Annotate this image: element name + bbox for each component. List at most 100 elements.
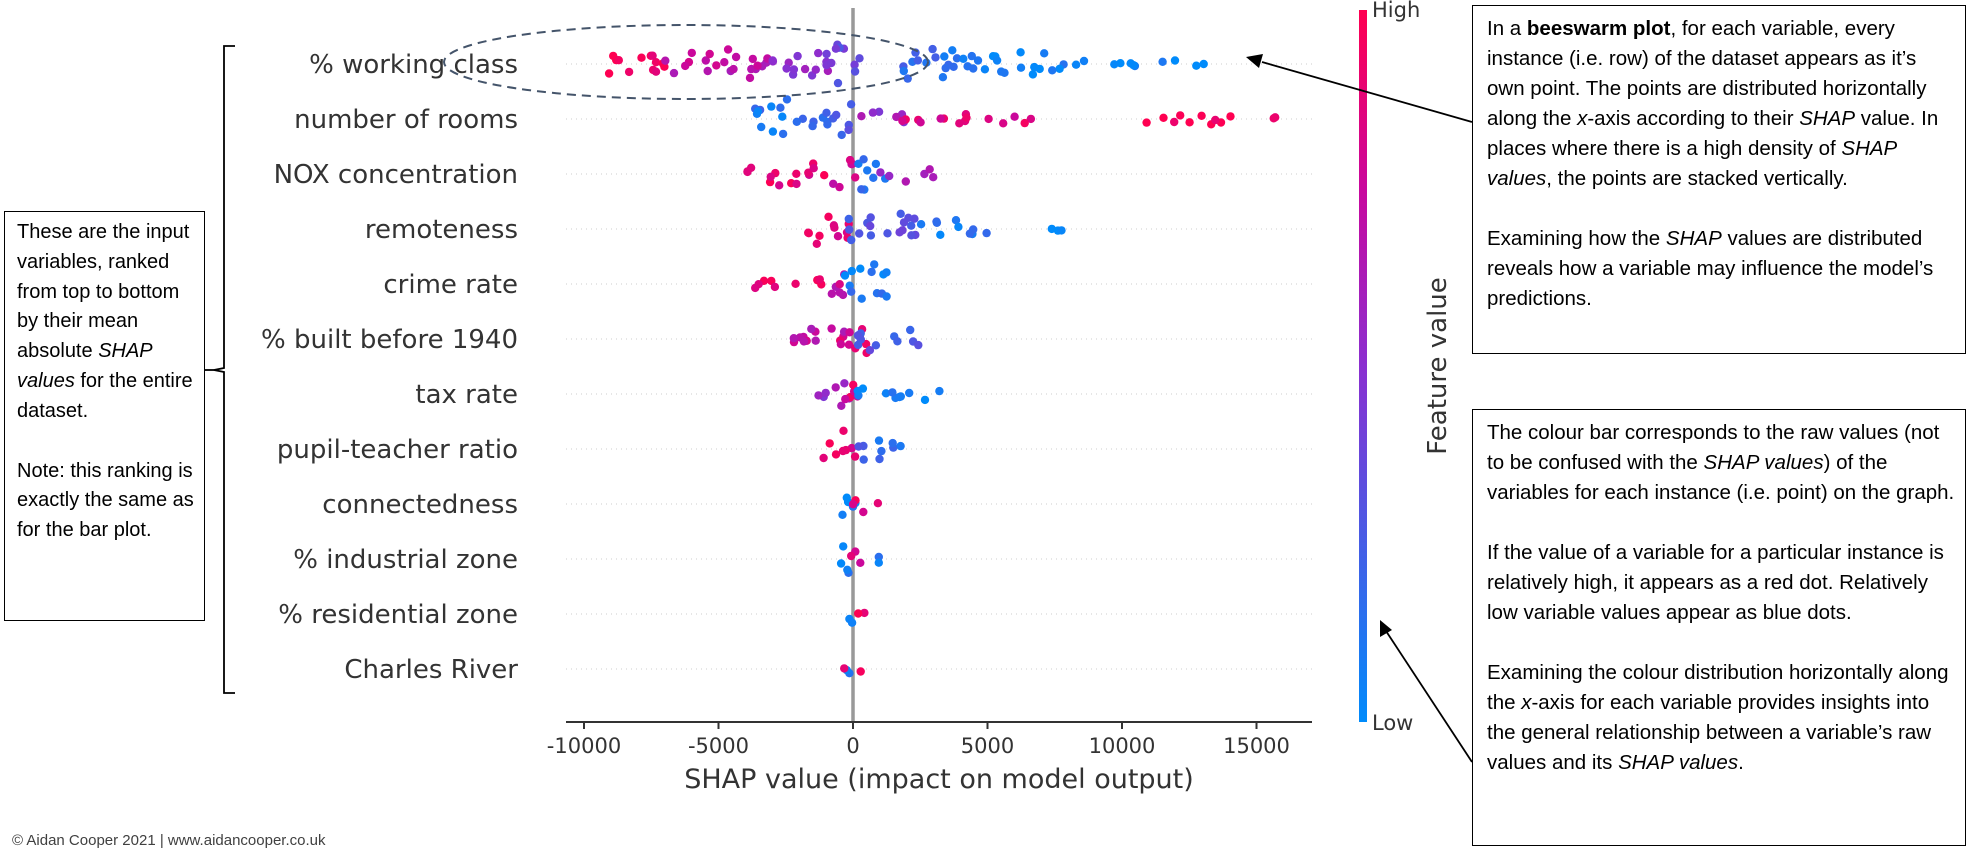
data-point <box>811 65 820 74</box>
x-tick-label: 5000 <box>961 734 1014 758</box>
data-point <box>745 73 755 83</box>
data-point <box>854 442 863 451</box>
data-point <box>705 49 714 59</box>
data-point <box>881 389 891 398</box>
data-point <box>876 168 885 177</box>
data-point <box>687 48 696 58</box>
data-point <box>751 283 760 293</box>
data-point <box>1055 64 1064 74</box>
data-point <box>877 446 886 456</box>
data-point <box>952 54 962 63</box>
data-point <box>1020 118 1029 128</box>
x-tick-label: -10000 <box>547 734 621 758</box>
data-point <box>822 108 831 118</box>
data-point <box>1030 62 1039 72</box>
data-point <box>782 95 792 104</box>
data-point <box>906 325 915 335</box>
left-box-text-1: These are the input variables, ranked fr… <box>17 221 190 363</box>
arrow-to-ellipse <box>1246 54 1473 123</box>
data-point <box>827 324 836 333</box>
data-point <box>831 383 840 392</box>
data-point <box>938 73 948 82</box>
data-point <box>827 58 836 68</box>
data-point <box>770 282 780 292</box>
data-point <box>1269 114 1278 123</box>
data-point <box>1192 61 1201 70</box>
data-point <box>962 113 971 122</box>
data-point <box>895 228 904 237</box>
data-point <box>789 65 799 74</box>
x-tick-label: 0 <box>846 734 859 758</box>
feature-label: number of rooms <box>294 105 518 135</box>
data-point <box>1048 66 1057 75</box>
data-point <box>874 558 883 567</box>
data-point <box>860 608 869 618</box>
data-point <box>949 62 958 71</box>
data-point <box>892 112 901 122</box>
data-point <box>712 61 721 70</box>
feature-label: Charles River <box>344 655 518 685</box>
data-point <box>1057 226 1066 235</box>
data-point <box>982 228 991 238</box>
working-class-highlight-ellipse <box>443 24 929 100</box>
data-point <box>845 328 854 337</box>
left-box-shap-em: SHAP values <box>17 340 152 392</box>
x-tick-label: -5000 <box>688 734 749 758</box>
data-point <box>954 222 963 232</box>
data-point <box>1197 111 1206 121</box>
data-point <box>835 182 844 192</box>
data-point <box>1159 113 1168 123</box>
data-point <box>951 216 961 225</box>
bee-shap-em-1: SHAP <box>1799 107 1856 130</box>
data-point <box>920 395 930 405</box>
bee-shap-em-2: SHAP values <box>1487 137 1897 190</box>
data-point <box>847 287 856 296</box>
data-point <box>871 341 881 350</box>
data-point <box>844 340 854 349</box>
data-point <box>831 450 841 459</box>
data-point <box>869 173 878 182</box>
data-point <box>848 500 858 509</box>
bee-text-b1: Examining how the <box>1487 227 1661 250</box>
data-point <box>875 454 884 464</box>
data-point <box>882 268 891 277</box>
data-point <box>648 51 657 60</box>
data-point <box>748 54 757 64</box>
data-point <box>874 436 884 445</box>
data-point <box>703 66 712 76</box>
data-point <box>651 58 661 67</box>
data-point <box>851 173 860 182</box>
data-point <box>931 53 940 62</box>
data-point <box>1000 68 1009 78</box>
data-point <box>1211 115 1220 125</box>
x-tick-label: 10000 <box>1089 734 1156 758</box>
feature-label: % residential zone <box>278 600 518 630</box>
row-guides <box>566 63 1312 670</box>
data-point <box>1010 112 1019 121</box>
data-point <box>870 260 879 269</box>
data-point <box>853 331 863 340</box>
data-point <box>753 107 763 116</box>
colour-bar-low-label: Low <box>1372 711 1413 735</box>
data-point <box>967 51 976 61</box>
data-point <box>1142 118 1151 127</box>
bee-text-a4: value. In places where there is a high d… <box>1487 107 1939 160</box>
data-point <box>823 120 832 129</box>
cb-text-c2: -axis for each variable provides insight… <box>1487 691 1932 774</box>
cb-text-a2: ) of the variables for each instance (i.… <box>1487 451 1955 504</box>
data-point <box>809 164 818 173</box>
data-point <box>827 289 836 298</box>
data-point <box>907 231 916 240</box>
data-point <box>992 56 1002 65</box>
data-point <box>935 386 944 396</box>
data-point <box>768 56 777 65</box>
data-point <box>907 221 916 230</box>
data-point <box>885 171 894 181</box>
colour-bar-title: Feature value <box>1423 277 1453 455</box>
data-point <box>841 394 850 404</box>
x-tick-label: 15000 <box>1223 734 1290 758</box>
data-point <box>720 58 729 67</box>
bee-shap-em-3: SHAP <box>1665 227 1722 250</box>
data-point <box>669 68 679 78</box>
data-point <box>832 110 841 120</box>
